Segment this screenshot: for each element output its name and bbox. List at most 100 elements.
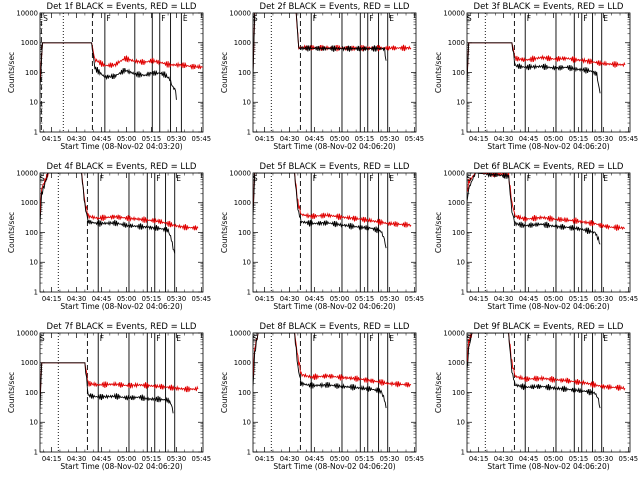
x-tick-label: 04:15 — [469, 295, 489, 303]
y-tick-label: 10000 — [16, 169, 38, 177]
plot-area — [467, 13, 626, 132]
x-axis-label: Start Time (08-Nov-02 04:06:20) — [487, 142, 609, 151]
x-tick-label: 05:30 — [167, 295, 187, 303]
x-tick-label: 04:30 — [280, 295, 300, 303]
event-flag: F — [106, 14, 110, 23]
event-flag: F — [313, 14, 317, 23]
series-line-events — [40, 362, 174, 414]
panel-4: 1 10 100 1000 10000 04:15 04:30 04:45 05:00 05:15… — [7, 162, 211, 311]
x-tick-label: 04:45 — [305, 455, 325, 463]
panel-8: 1 10 100 1000 10000 04:15 04:30 04:45 05:00 05:15… — [220, 322, 424, 471]
event-flag: F — [583, 334, 587, 343]
y-tick-label: 100 — [452, 389, 465, 397]
x-axis-label: Start Time (08-Nov-02 04:06:20) — [60, 302, 182, 311]
x-tick-label: 04:45 — [519, 455, 539, 463]
x-axis-label: Start Time (08-Nov-02 04:03:20) — [60, 142, 182, 151]
y-tick-label: 1000 — [234, 199, 251, 207]
plot-area — [40, 333, 199, 452]
plot-area — [467, 333, 626, 452]
y-axis-label: Counts/sec — [220, 212, 229, 253]
panel-title: Det 5f BLACK = Events, RED = LLD — [260, 162, 410, 172]
x-tick-label: 05:30 — [380, 295, 400, 303]
x-tick-label: 05:00 — [544, 135, 564, 143]
x-tick-label: 05:15 — [569, 135, 589, 143]
event-flag: F — [313, 174, 317, 183]
x-tick-label: 05:15 — [355, 135, 375, 143]
series-line-lld — [467, 333, 626, 391]
y-tick-label: 10 — [29, 99, 38, 107]
event-flag: E — [176, 334, 181, 343]
y-tick-label: 1000 — [234, 359, 251, 367]
y-axis-label: Counts/sec — [434, 52, 443, 93]
y-tick-label: 1 — [461, 288, 465, 296]
x-tick-label: 05:30 — [594, 295, 614, 303]
x-tick-label: 04:15 — [469, 455, 489, 463]
plot-area — [253, 13, 412, 132]
x-axis-label: Start Time (08-Nov-02 04:06:20) — [487, 302, 609, 311]
x-tick-label: 04:15 — [42, 455, 62, 463]
x-tick-label: 04:45 — [305, 135, 325, 143]
event-flag: E — [183, 14, 188, 23]
x-tick-label: 05:00 — [330, 295, 350, 303]
y-tick-label: 100 — [238, 229, 251, 237]
x-axis-label: Start Time (08-Nov-02 04:06:20) — [487, 462, 609, 471]
x-tick-label: 05:00 — [117, 295, 137, 303]
x-tick-label: 05:15 — [569, 295, 589, 303]
series-line-events — [253, 333, 387, 409]
y-tick-label: 1000 — [21, 39, 38, 47]
series-line-events — [253, 13, 387, 78]
x-axis-label: Start Time (08-Nov-02 04:06:20) — [60, 462, 182, 471]
panel-title: Det 7f BLACK = Events, RED = LLD — [47, 322, 197, 332]
event-flag: S — [40, 334, 45, 343]
x-tick-label: 04:45 — [92, 135, 112, 143]
x-tick-label: 05:00 — [544, 295, 564, 303]
panel-5: 1 10 100 1000 10000 04:15 04:30 04:45 05:00 05:15… — [220, 162, 424, 311]
panel-title: Det 6f BLACK = Events, RED = LLD — [474, 162, 624, 172]
event-flag: F — [369, 14, 373, 23]
event-flag: S — [40, 174, 45, 183]
y-tick-label: 1 — [34, 448, 38, 456]
event-flag: S — [467, 14, 472, 23]
event-flag: F — [161, 14, 165, 23]
x-tick-label: 04:30 — [280, 135, 300, 143]
panel-9: 1 10 100 1000 10000 04:15 04:30 04:45 05:00 05:15… — [434, 322, 638, 471]
y-tick-label: 10000 — [229, 169, 251, 177]
y-tick-label: 1000 — [448, 39, 465, 47]
series-line-events — [467, 42, 601, 94]
y-tick-label: 100 — [238, 69, 251, 77]
x-tick-label: 05:45 — [405, 135, 425, 143]
x-tick-label: 05:15 — [142, 135, 162, 143]
x-axis-label: Start Time (08-Nov-02 04:06:20) — [273, 142, 395, 151]
y-tick-label: 1 — [247, 128, 251, 136]
x-tick-label: 05:30 — [380, 455, 400, 463]
y-tick-label: 10000 — [229, 9, 251, 17]
event-flag: F — [100, 174, 104, 183]
x-tick-label: 04:45 — [519, 295, 539, 303]
x-tick-label: 04:45 — [519, 135, 539, 143]
x-tick-label: 05:00 — [117, 135, 137, 143]
x-tick-label: 05:45 — [192, 295, 212, 303]
y-axis-label: Counts/sec — [220, 52, 229, 93]
x-tick-label: 04:30 — [494, 135, 514, 143]
series-line-lld — [253, 333, 412, 388]
y-tick-label: 10 — [29, 419, 38, 427]
event-flag: F — [156, 334, 160, 343]
event-flag: S — [253, 14, 258, 23]
x-tick-label: 04:15 — [469, 135, 489, 143]
x-tick-label: 05:00 — [117, 455, 137, 463]
y-tick-label: 10000 — [443, 9, 465, 17]
x-tick-label: 05:30 — [594, 135, 614, 143]
panel-title: Det 1f BLACK = Events, RED = LLD — [47, 2, 197, 12]
x-tick-label: 04:45 — [92, 455, 112, 463]
x-tick-label: 05:45 — [619, 135, 639, 143]
plot-area — [40, 13, 203, 132]
y-tick-label: 10 — [456, 419, 465, 427]
event-flag: E — [603, 334, 608, 343]
event-flag: F — [583, 14, 587, 23]
panel-title: Det 2f BLACK = Events, RED = LLD — [260, 2, 410, 12]
event-flag: F — [583, 174, 587, 183]
y-tick-label: 10 — [242, 259, 251, 267]
y-tick-label: 1 — [34, 128, 38, 136]
series-line-lld — [40, 173, 199, 231]
